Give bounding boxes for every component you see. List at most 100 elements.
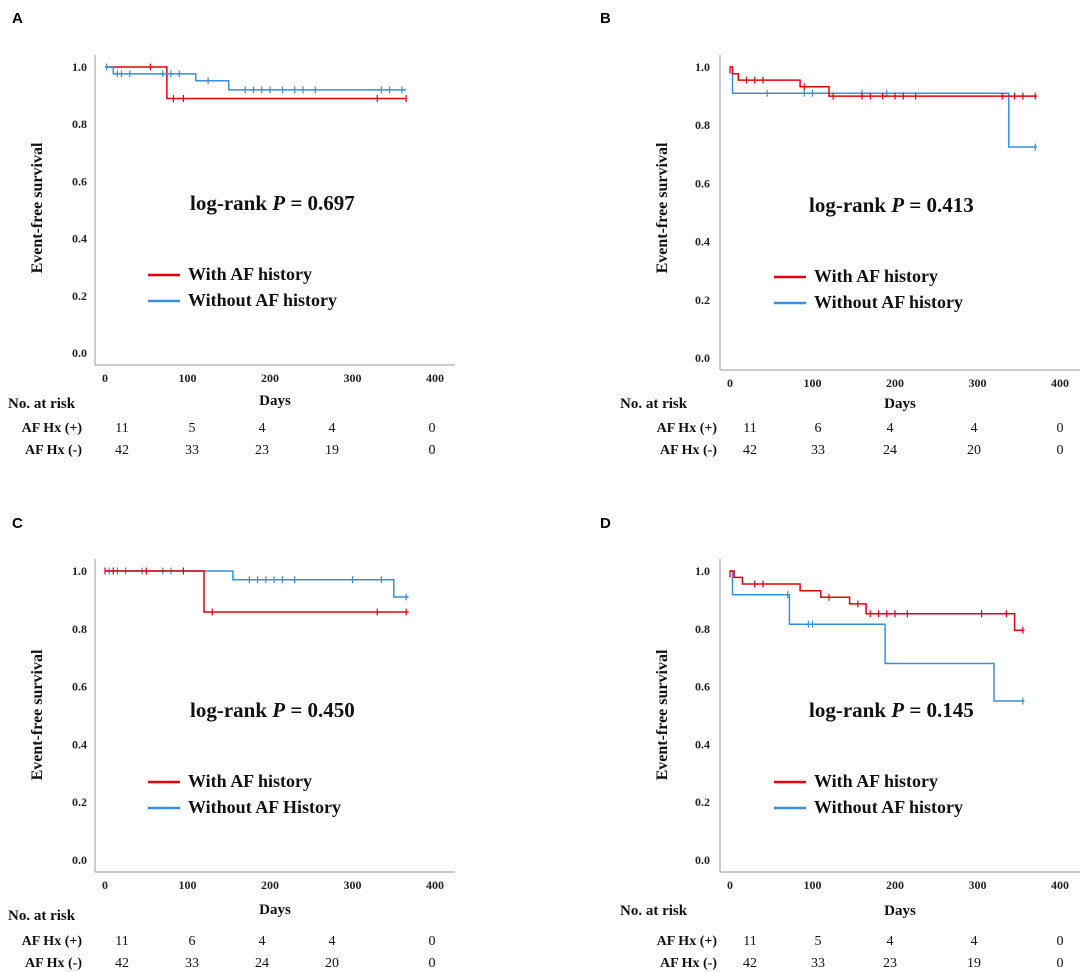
km-curve-with_af — [730, 66, 1037, 97]
risk-row-label: AF Hx (-) — [660, 443, 717, 458]
x-tick-label: 100 — [804, 376, 822, 390]
risk-value: 11 — [115, 934, 128, 949]
risk-value: 42 — [743, 443, 757, 458]
risk-value: 42 — [115, 956, 129, 971]
x-tick-label: 400 — [1051, 376, 1069, 390]
x-tick-label: 300 — [344, 878, 362, 892]
y-tick-label: 0.6 — [72, 174, 87, 188]
panel-C: C 0.0 0.2 0.4 0.6 0.8 1.0 0 100 200 300 400 Event-fr… — [0, 507, 542, 972]
km-curve-with_af — [730, 570, 1025, 631]
risk-value: 6 — [815, 421, 822, 436]
risk-value: 11 — [743, 934, 756, 949]
km-curve-with_af — [105, 570, 409, 613]
risk-value: 0 — [429, 956, 436, 971]
y-tick-label: 0.0 — [695, 853, 710, 867]
y-tick-label: 0.2 — [695, 795, 710, 809]
risk-value: 0 — [1057, 934, 1064, 949]
risk-value: 0 — [429, 934, 436, 949]
x-axis-label: Days — [259, 393, 291, 409]
x-tick-label: 400 — [426, 371, 444, 385]
km-curve-without_af — [730, 66, 1037, 148]
legend-label: Without AF History — [188, 797, 341, 817]
risk-value: 0 — [1057, 421, 1064, 436]
km-curve-without_af — [730, 570, 1025, 702]
y-axis-label: Event-free survival — [29, 649, 46, 780]
y-tick-label: 0.4 — [695, 235, 710, 249]
y-tick-label: 1.0 — [72, 60, 87, 74]
y-tick-label: 0.6 — [695, 680, 710, 694]
legend-label: Without AF history — [814, 292, 963, 312]
panel-letter: B — [600, 10, 611, 27]
risk-value: 4 — [971, 934, 978, 949]
risk-value: 33 — [811, 443, 825, 458]
x-tick-label: 0 — [727, 878, 733, 892]
x-tick-label: 0 — [102, 878, 108, 892]
risk-value: 5 — [815, 934, 822, 949]
risk-row-label: AF Hx (-) — [660, 956, 717, 971]
km-plot-svg: 0.00.20.40.60.81.00 100 200 300 400Event-fre… — [620, 559, 1080, 971]
risk-value: 42 — [743, 956, 757, 971]
panel-letter: C — [12, 515, 23, 532]
y-tick-label: 1.0 — [695, 564, 710, 578]
risk-value: 4 — [329, 421, 336, 436]
log-rank-annotation: log-rank P = 0.697 — [190, 191, 355, 215]
legend-label: With AF history — [814, 266, 938, 286]
legend-label: With AF history — [814, 771, 938, 791]
y-tick-label: 0.0 — [72, 346, 87, 360]
risk-value: 19 — [967, 956, 981, 971]
y-tick-label: 0.8 — [695, 622, 710, 636]
log-rank-annotation: log-rank P = 0.413 — [809, 193, 974, 217]
risk-value: 4 — [887, 421, 894, 436]
y-tick-label: 0.4 — [695, 737, 710, 751]
risk-table-title: No. at risk — [620, 396, 688, 412]
risk-row-label: AF Hx (+) — [657, 421, 718, 436]
risk-row-label: AF Hx (+) — [22, 421, 83, 436]
y-tick-label: 0.0 — [72, 853, 87, 867]
panel-letter: A — [12, 10, 23, 27]
x-tick-label: 200 — [261, 878, 279, 892]
risk-value: 33 — [185, 956, 199, 971]
x-tick-label: 300 — [969, 878, 987, 892]
risk-value: 0 — [429, 421, 436, 436]
km-plot-svg: 0.00.20.40.60.81.00 100 200 300 400Event-fre… — [620, 55, 1080, 458]
legend-label: With AF history — [188, 771, 312, 791]
x-tick-label: 400 — [1051, 878, 1069, 892]
x-axis-label: Days — [884, 396, 916, 412]
y-axis-label: Event-free survival — [654, 142, 671, 273]
risk-value: 0 — [1057, 443, 1064, 458]
km-curve-without_af — [105, 66, 407, 91]
risk-value: 33 — [811, 956, 825, 971]
y-tick-label: 0.2 — [72, 795, 87, 809]
y-tick-label: 0.4 — [72, 232, 87, 246]
panel-A: A 0.0 0.2 0.4 0.6 0.8 1.0 0 100 200 300 400 Event-fr… — [0, 0, 542, 507]
risk-value: 42 — [115, 443, 129, 458]
x-tick-label: 300 — [344, 371, 362, 385]
y-tick-label: 0.0 — [695, 351, 710, 365]
y-tick-label: 1.0 — [695, 60, 710, 74]
risk-value: 4 — [259, 934, 266, 949]
legend-label: Without AF history — [188, 290, 337, 310]
risk-row-label: AF Hx (-) — [25, 443, 82, 458]
risk-value: 4 — [971, 421, 978, 436]
y-axis-label: Event-free survival — [654, 649, 671, 780]
risk-table-title: No. at risk — [620, 903, 688, 919]
risk-row-label: AF Hx (-) — [25, 956, 82, 971]
panel-D: D 0.0 0.2 0.4 0.6 0.8 1.0 0 100 200 300 400 Event-fr… — [542, 507, 1084, 972]
risk-value: 0 — [1057, 956, 1064, 971]
risk-table-title: No. at risk — [8, 396, 76, 412]
y-tick-label: 0.6 — [695, 176, 710, 190]
y-tick-label: 0.2 — [695, 293, 710, 307]
y-tick-label: 0.8 — [72, 622, 87, 636]
legend-label: Without AF history — [814, 797, 963, 817]
y-tick-label: 0.2 — [72, 289, 87, 303]
risk-row-label: AF Hx (+) — [22, 934, 83, 949]
risk-value: 24 — [255, 956, 269, 971]
panel-B: B 0.0 0.2 0.4 0.6 0.8 1.0 0 100 200 300 400 Event-fr… — [542, 0, 1084, 507]
x-tick-label: 200 — [886, 376, 904, 390]
risk-value: 11 — [115, 421, 128, 436]
risk-value: 0 — [429, 443, 436, 458]
risk-value: 4 — [259, 421, 266, 436]
x-tick-label: 100 — [179, 371, 197, 385]
km-curve-with_af — [105, 66, 407, 100]
risk-value: 24 — [883, 443, 897, 458]
